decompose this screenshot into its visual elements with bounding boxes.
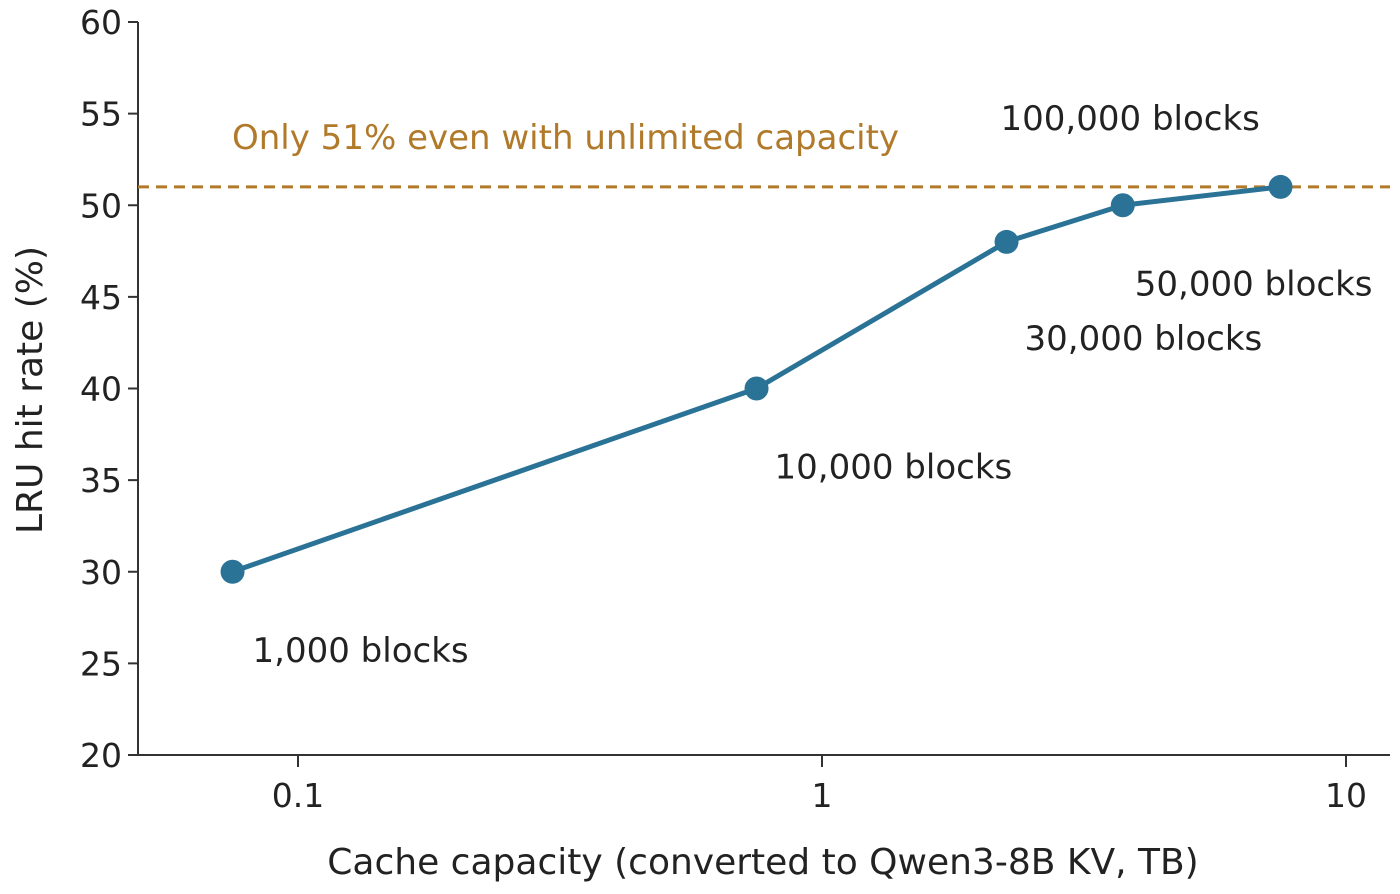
point-labels: 1,000 blocks 10,000 blocks 30,000 blocks 50…: [253, 99, 1373, 671]
series-group: [220, 174, 1293, 584]
y-tick-label: 45: [80, 278, 122, 317]
y-tick-label: 40: [80, 370, 122, 409]
data-point: [1268, 174, 1293, 199]
reference-group: Only 51% even with unlimited capacity: [138, 118, 1390, 189]
y-tick-label: 55: [80, 95, 122, 134]
y-tick-label: 50: [80, 186, 122, 225]
y-tick-label: 60: [80, 3, 122, 42]
data-point: [744, 376, 769, 401]
data-label: 10,000 blocks: [775, 448, 1013, 488]
data-point: [220, 559, 245, 584]
y-axis-title: LRU hit rate (%): [10, 246, 51, 534]
reference-label: Only 51% even with unlimited capacity: [232, 118, 899, 158]
y-tick-label: 25: [80, 644, 122, 683]
x-axis-title: Cache capacity (converted to Qwen3-8B KV…: [327, 842, 1198, 883]
data-label: 1,000 blocks: [253, 631, 469, 671]
data-label: 50,000 blocks: [1135, 264, 1373, 304]
data-point: [1110, 193, 1135, 218]
x-tick-label: 1: [812, 776, 833, 815]
y-tick-label: 20: [80, 736, 122, 775]
data-label: 30,000 blocks: [1025, 319, 1263, 359]
x-tick-label: 10: [1325, 776, 1367, 815]
axes: 20 25 30 35 40 45 50 55 60 0.1 1 10: [80, 3, 1390, 815]
data-label: 100,000 blocks: [1001, 99, 1260, 139]
y-tick-label: 35: [80, 461, 122, 500]
data-point: [994, 229, 1019, 254]
x-tick-label: 0.1: [272, 776, 324, 815]
y-tick-label: 30: [80, 553, 122, 592]
